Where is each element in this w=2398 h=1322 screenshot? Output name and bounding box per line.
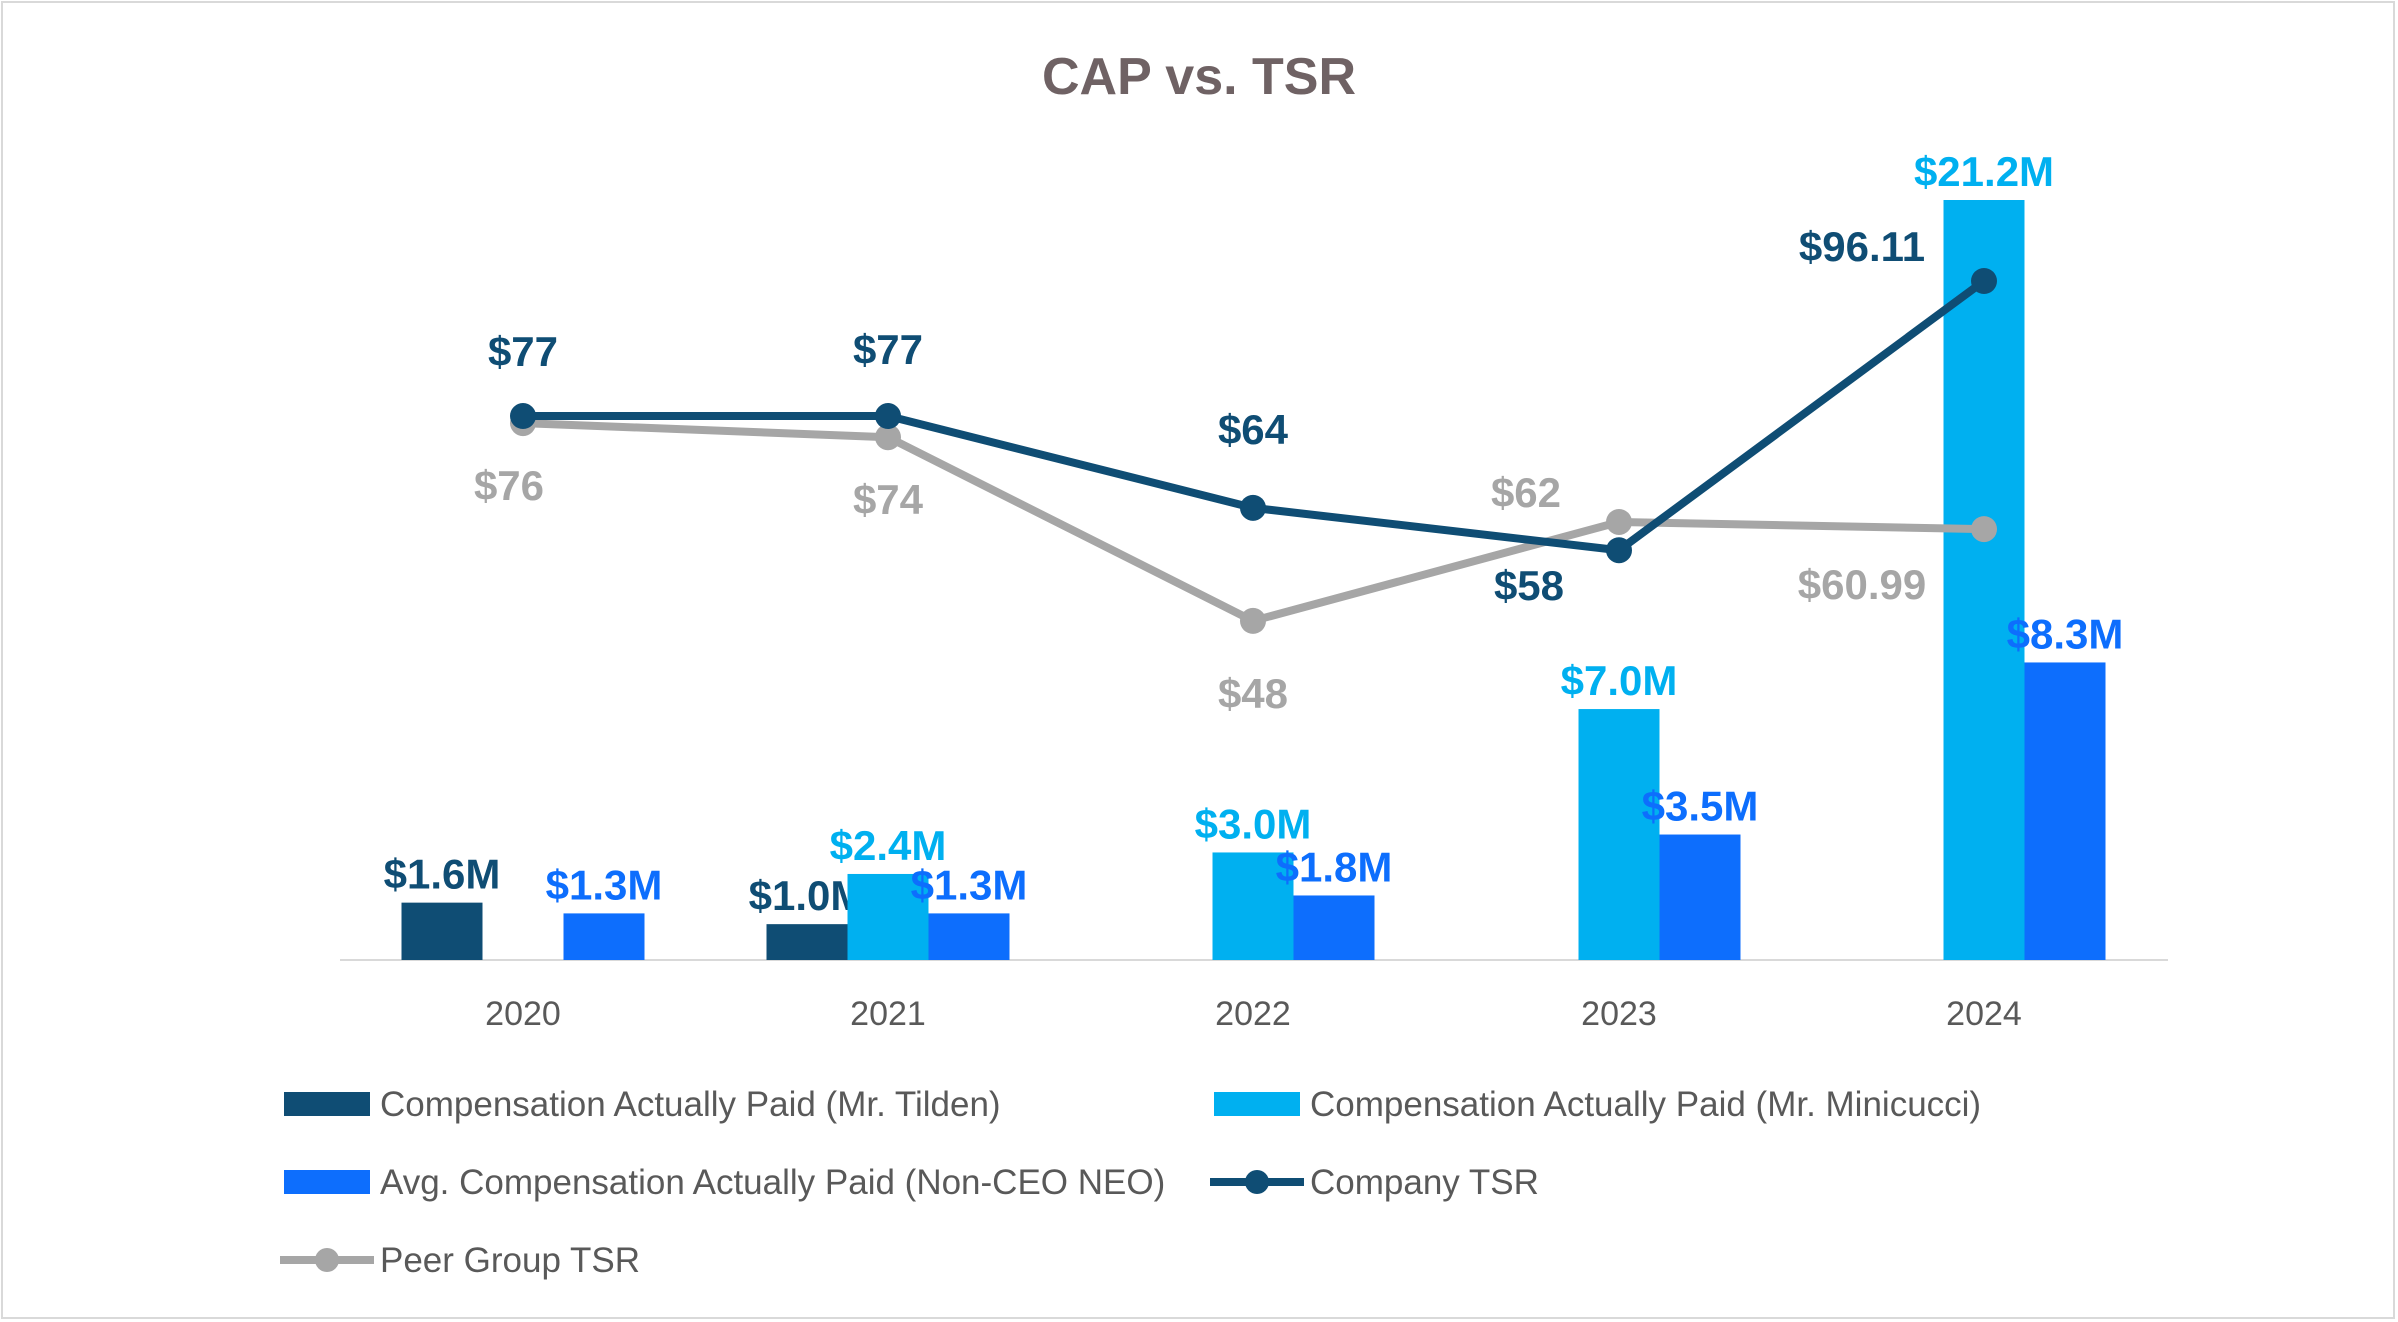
bar-compensation-actually-paid-mr-minicucci-2024 xyxy=(1943,200,2025,960)
chart-title: CAP vs. TSR xyxy=(1042,48,1356,106)
x-tick-2020: 2020 xyxy=(485,995,561,1033)
bar-avg-compensation-actually-paid-non-ceo-neo-2022 xyxy=(1293,895,1375,960)
bar-compensation-actually-paid-mr-minicucci-2023 xyxy=(1578,709,1660,960)
legend-swatch-compensation-actually-paid-mr-tilden xyxy=(284,1092,370,1116)
legend-item-company-tsr: Company TSR xyxy=(1210,1163,1539,1202)
company-tsr-point-2020 xyxy=(510,403,536,430)
bar-label-compensation-actually-paid-mr-minicucci-2022: $3.0M xyxy=(1195,800,1312,847)
legend-swatch-compensation-actually-paid-mr-minicucci xyxy=(1214,1092,1300,1116)
legend-label-compensation-actually-paid-mr-tilden: Compensation Actually Paid (Mr. Tilden) xyxy=(380,1085,1001,1124)
bar-label-avg-compensation-actually-paid-non-ceo-neo-2023: $3.5M xyxy=(1642,783,1759,830)
bar-label-avg-compensation-actually-paid-non-ceo-neo-2022: $1.8M xyxy=(1276,843,1393,890)
legend-item-compensation-actually-paid-mr-minicucci: Compensation Actually Paid (Mr. Minicucc… xyxy=(1214,1085,1981,1124)
company-tsr-point-2021 xyxy=(875,403,901,430)
x-tick-2022: 2022 xyxy=(1215,995,1291,1033)
legend-item-compensation-actually-paid-mr-tilden: Compensation Actually Paid (Mr. Tilden) xyxy=(284,1085,1001,1124)
legend: Compensation Actually Paid (Mr. Tilden) C… xyxy=(280,1085,1981,1280)
bar-label-avg-compensation-actually-paid-non-ceo-neo-2021: $1.3M xyxy=(911,861,1028,908)
peer-group-tsr-point-2022 xyxy=(1240,607,1266,634)
legend-swatch-marker-peer-group-tsr xyxy=(315,1248,339,1272)
bar-avg-compensation-actually-paid-non-ceo-neo-2024 xyxy=(2024,662,2106,960)
company-tsr-label-2024: $96.11 xyxy=(1799,223,1925,270)
legend-swatch-marker-company-tsr xyxy=(1245,1170,1269,1194)
bar-avg-compensation-actually-paid-non-ceo-neo-2023 xyxy=(1659,834,1741,960)
bar-compensation-actually-paid-mr-tilden-2021 xyxy=(766,924,848,960)
peer-group-tsr-label-2023: $62 xyxy=(1491,469,1561,516)
legend-label-compensation-actually-paid-mr-minicucci: Compensation Actually Paid (Mr. Minicucc… xyxy=(1310,1085,1981,1124)
company-tsr-label-2020: $77 xyxy=(488,328,558,375)
bar-group: $1.6M $1.0M$2.4M $3.0M $7.0M $21.2M $1.3M $1.3… xyxy=(384,148,2124,960)
peer-group-tsr-point-2021 xyxy=(875,424,901,451)
peer-group-tsr-label-2024: $60.99 xyxy=(1798,561,1926,608)
x-tick-2023: 2023 xyxy=(1581,995,1657,1033)
bar-avg-compensation-actually-paid-non-ceo-neo-2021 xyxy=(928,913,1010,960)
company-tsr-label-2021: $77 xyxy=(853,326,923,373)
x-tick-2024: 2024 xyxy=(1946,995,2022,1033)
peer-group-tsr-point-2024 xyxy=(1971,516,1997,543)
bar-label-compensation-actually-paid-mr-minicucci-2024: $21.2M xyxy=(1914,148,2054,195)
line-group: $77 $77 $64 $58 $96.11 $76 $74 $48 $62 $60.99 xyxy=(474,223,1997,717)
peer-group-tsr-label-2021: $74 xyxy=(853,476,924,523)
company-tsr-label-2023: $58 xyxy=(1494,562,1564,609)
company-tsr-label-2022: $64 xyxy=(1218,406,1289,453)
peer-group-tsr-label-2020: $76 xyxy=(474,462,544,509)
bar-label-avg-compensation-actually-paid-non-ceo-neo-2020: $1.3M xyxy=(546,861,663,908)
legend-label-peer-group-tsr: Peer Group TSR xyxy=(380,1241,640,1280)
legend-label-avg-compensation-actually-paid-non-ceo-neo: Avg. Compensation Actually Paid (Non-CEO… xyxy=(380,1163,1165,1202)
legend-label-company-tsr: Company TSR xyxy=(1310,1163,1539,1202)
peer-group-tsr-label-2022: $48 xyxy=(1218,670,1288,717)
legend-swatch-avg-compensation-actually-paid-non-ceo-neo xyxy=(284,1170,370,1194)
bar-label-avg-compensation-actually-paid-non-ceo-neo-2024: $8.3M xyxy=(2007,610,2124,657)
company-tsr-point-2024 xyxy=(1971,268,1997,294)
x-tick-2021: 2021 xyxy=(850,995,926,1033)
bar-label-compensation-actually-paid-mr-tilden-2021: $1.0M xyxy=(749,872,866,919)
x-axis-ticks: 2020 2021 2022 2023 2024 xyxy=(485,995,2022,1033)
bar-label-compensation-actually-paid-mr-minicucci-2021: $2.4M xyxy=(830,822,947,869)
company-tsr-point-2023 xyxy=(1606,537,1632,564)
peer-group-tsr-point-2023 xyxy=(1606,508,1632,535)
bar-compensation-actually-paid-mr-minicucci-2022 xyxy=(1212,852,1294,960)
legend-item-peer-group-tsr: Peer Group TSR xyxy=(280,1241,640,1280)
bar-compensation-actually-paid-mr-tilden-2020 xyxy=(401,902,483,960)
company-tsr-point-2022 xyxy=(1240,494,1266,521)
legend-item-avg-compensation-actually-paid-non-ceo-neo: Avg. Compensation Actually Paid (Non-CEO… xyxy=(284,1163,1165,1202)
bar-label-compensation-actually-paid-mr-minicucci-2023: $7.0M xyxy=(1561,657,1678,704)
bar-avg-compensation-actually-paid-non-ceo-neo-2020 xyxy=(563,913,645,960)
bar-label-compensation-actually-paid-mr-tilden-2020: $1.6M xyxy=(384,851,501,898)
bar-compensation-actually-paid-mr-minicucci-2021 xyxy=(847,873,929,960)
